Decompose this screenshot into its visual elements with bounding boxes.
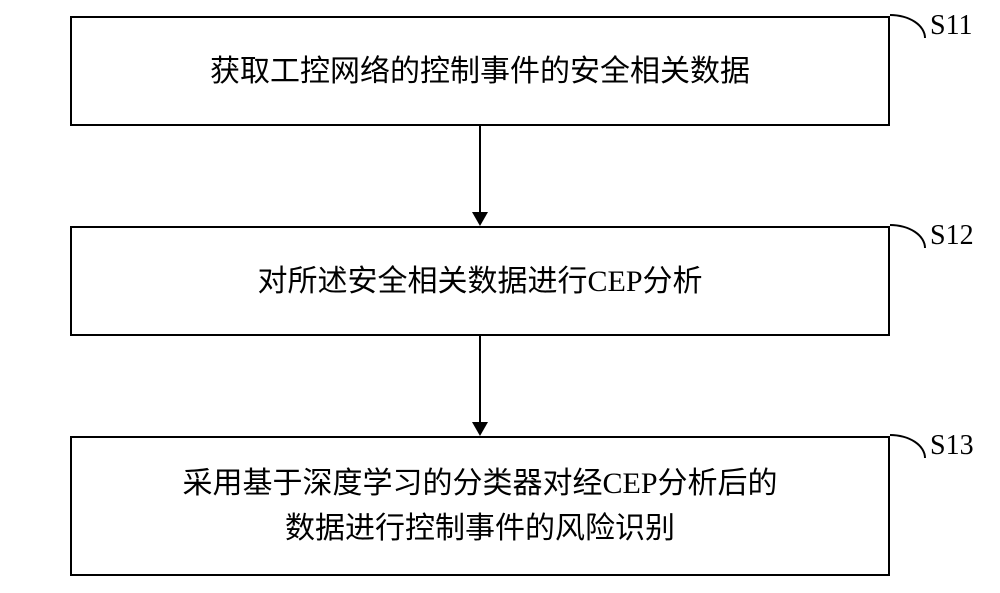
flow-step-text: 获取工控网络的控制事件的安全相关数据 bbox=[210, 49, 750, 94]
step-tag-box3: S13 bbox=[930, 430, 974, 462]
step-tag-box1: S11 bbox=[930, 10, 973, 42]
arrowhead-down-icon bbox=[472, 422, 488, 436]
flow-step-text: 采用基于深度学习的分类器对经CEP分析后的数据进行控制事件的风险识别 bbox=[182, 461, 777, 551]
flowchart-canvas: 获取工控网络的控制事件的安全相关数据对所述安全相关数据进行CEP分析采用基于深度… bbox=[0, 0, 1000, 593]
connector-line bbox=[479, 126, 481, 212]
step-tag-hook bbox=[890, 224, 926, 248]
step-tag-hook bbox=[890, 14, 926, 38]
flow-step-box1: 获取工控网络的控制事件的安全相关数据 bbox=[70, 16, 890, 126]
flow-step-box3: 采用基于深度学习的分类器对经CEP分析后的数据进行控制事件的风险识别 bbox=[70, 436, 890, 576]
flow-step-box2: 对所述安全相关数据进行CEP分析 bbox=[70, 226, 890, 336]
connector-line bbox=[479, 336, 481, 422]
step-tag-hook bbox=[890, 434, 926, 458]
arrowhead-down-icon bbox=[472, 212, 488, 226]
flow-step-text: 对所述安全相关数据进行CEP分析 bbox=[257, 259, 702, 304]
step-tag-box2: S12 bbox=[930, 220, 974, 252]
